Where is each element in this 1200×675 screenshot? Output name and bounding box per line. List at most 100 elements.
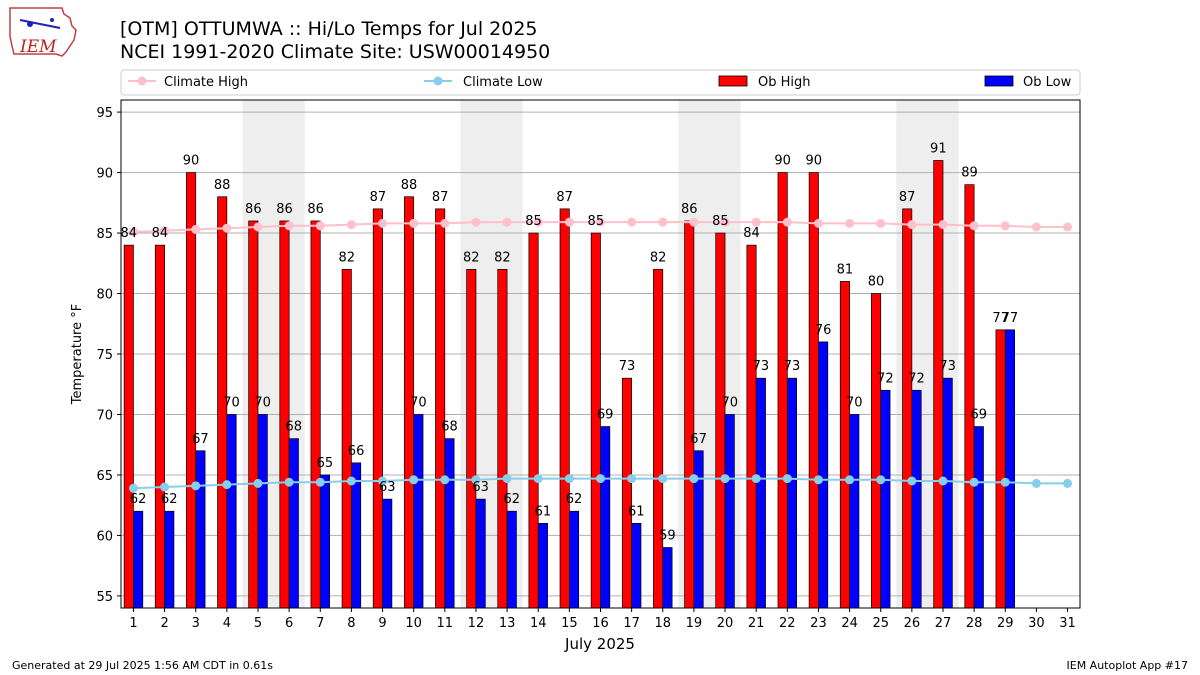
x-tick-label: 10: [405, 616, 422, 631]
climate-high-point: [378, 218, 388, 228]
ob-low-bar: [942, 377, 953, 609]
x-tick-label: 13: [499, 616, 516, 631]
climate-high-point: [315, 221, 325, 231]
climate-low-point: [409, 475, 419, 485]
ob-high-value-label: 81: [837, 262, 854, 277]
y-tick-label: 95: [96, 106, 113, 121]
ob-high-bar: [466, 268, 477, 609]
climate-high-point: [1063, 222, 1073, 232]
ob-low-value-label: 70: [223, 395, 240, 410]
x-tick-label: 25: [872, 616, 889, 631]
ob-high-value-label: 85: [525, 214, 542, 229]
climate-high-point: [1000, 221, 1010, 231]
x-tick-label: 4: [223, 616, 231, 631]
ob-high-bar: [715, 232, 726, 609]
x-tick-label: 15: [561, 616, 578, 631]
ob-high-value-label: 90: [774, 154, 791, 169]
climate-low-point: [1031, 478, 1041, 488]
ob-low-value-label: 72: [908, 371, 925, 386]
y-tick-label: 85: [96, 227, 113, 242]
x-tick-label: 17: [623, 616, 640, 631]
ob-low-value-label: 76: [815, 323, 832, 338]
climate-high-point: [502, 217, 512, 227]
ob-high-bar: [746, 244, 757, 609]
ob-low-value-label: 63: [472, 480, 489, 495]
x-tick-label: 14: [530, 616, 547, 631]
x-tick-label: 23: [810, 616, 827, 631]
ob-low-bar: [973, 426, 984, 609]
ob-low-bar: [786, 377, 798, 609]
climate-low-point: [564, 474, 574, 484]
ob-low-bar: [226, 414, 237, 609]
ob-low-bar: [257, 414, 268, 609]
y-tick-label: 75: [96, 348, 113, 363]
climate-low-point: [378, 476, 388, 486]
y-axis-label: Temperature °F: [70, 304, 85, 405]
ob-high-value-label: 82: [494, 250, 511, 265]
ob-high-bar: [559, 208, 570, 609]
ob-high-bar: [341, 268, 352, 609]
climate-low-point: [222, 480, 232, 490]
climate-low-point: [658, 474, 668, 484]
climate-high-point: [128, 227, 138, 237]
x-tick-label: 6: [285, 616, 293, 631]
ob-high-bar: [871, 293, 882, 609]
x-tick-label: 24: [841, 616, 858, 631]
climate-high-point: [222, 223, 232, 233]
y-tick-label: 55: [96, 590, 113, 605]
ob-high-value-label: 84: [152, 226, 169, 241]
x-tick-label: 9: [378, 616, 386, 631]
ob-low-value-label: 66: [348, 444, 365, 459]
ob-low-bar: [444, 438, 455, 609]
ob-low-value-label: 73: [939, 359, 956, 374]
ob-low-value-label: 62: [161, 492, 178, 507]
climate-low-point: [813, 475, 823, 485]
ob-high-bar: [248, 220, 259, 609]
x-tick-label: 28: [966, 616, 983, 631]
ob-high-value-label: 90: [806, 154, 823, 169]
legend-climate-low-label: Climate Low: [463, 75, 543, 90]
climate-low-point: [128, 483, 138, 493]
ob-low-value-label: 72: [877, 371, 894, 386]
ob-high-value-label: 73: [619, 359, 636, 374]
ob-high-value-label: 82: [650, 250, 667, 265]
ob-low-value-label: 69: [971, 408, 988, 423]
ob-low-bar: [880, 389, 891, 609]
ob-low-value-label: 62: [130, 492, 147, 507]
footer-app: IEM Autoplot App #17: [1067, 659, 1189, 672]
climate-low-point: [502, 474, 512, 484]
ob-high-bar: [902, 208, 913, 609]
climate-high-point: [969, 221, 979, 231]
y-tick-label: 65: [96, 469, 113, 484]
ob-high-bar: [186, 172, 197, 609]
climate-low-point: [346, 476, 356, 486]
climate-high-point: [876, 218, 886, 228]
x-tick-label: 7: [316, 616, 324, 631]
climate-high-point: [907, 220, 917, 230]
climate-low-point: [315, 477, 325, 487]
ob-low-value-label: 70: [721, 395, 738, 410]
climate-low-point: [160, 482, 170, 492]
climate-high-point: [253, 222, 263, 232]
climate-high-point: [1031, 222, 1041, 232]
legend-climate-high-label: Climate High: [164, 75, 248, 90]
ob-low-bar: [288, 438, 299, 609]
y-tick-label: 60: [96, 529, 113, 544]
legend-ob-high-label: Ob High: [758, 75, 811, 90]
ob-high-value-label: 91: [930, 141, 947, 156]
ob-high-value-label: 86: [276, 202, 293, 217]
ob-low-value-label: 65: [317, 456, 334, 471]
ob-high-value-label: 82: [338, 250, 355, 265]
ob-high-value-label: 86: [681, 202, 698, 217]
ob-high-value-label: 77: [992, 311, 1009, 326]
ob-low-bar: [724, 414, 735, 609]
ob-low-bar: [600, 426, 611, 609]
x-tick-label: 18: [654, 616, 671, 631]
x-tick-label: 19: [686, 616, 703, 631]
ob-high-bar: [310, 220, 321, 609]
ob-low-value-label: 73: [753, 359, 770, 374]
ob-low-value-label: 77: [1002, 311, 1019, 326]
logo-text: IEM: [19, 37, 57, 57]
ob-low-value-label: 63: [379, 480, 396, 495]
